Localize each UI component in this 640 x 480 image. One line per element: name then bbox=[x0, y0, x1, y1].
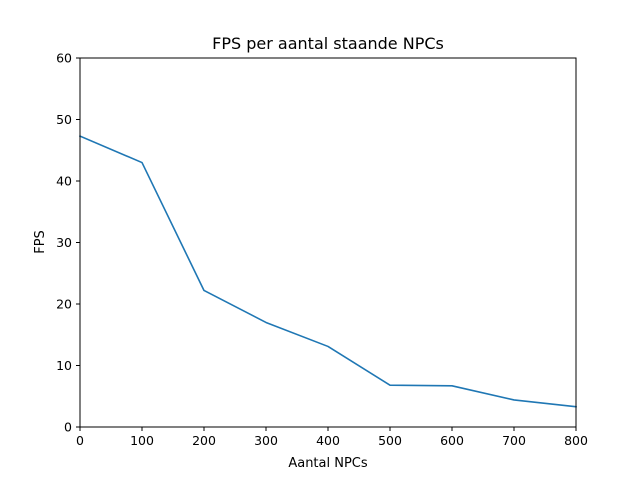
x-tick-label-8: 800 bbox=[564, 433, 588, 448]
y-tick-label-0: 0 bbox=[64, 420, 72, 435]
y-tick-label-4: 40 bbox=[56, 174, 72, 189]
x-tick-label-3: 300 bbox=[254, 433, 278, 448]
y-axis-label: FPS bbox=[33, 230, 48, 254]
y-tick-label-1: 10 bbox=[56, 358, 72, 373]
x-tick-label-2: 200 bbox=[192, 433, 216, 448]
x-tick-label-0: 0 bbox=[76, 433, 84, 448]
x-tick-label-5: 500 bbox=[378, 433, 402, 448]
chart-title: FPS per aantal staande NPCs bbox=[212, 34, 444, 53]
y-tick-label-5: 50 bbox=[56, 112, 72, 127]
x-tick-label-1: 100 bbox=[130, 433, 154, 448]
x-axis-ticks: 0 100 200 300 400 500 600 700 800 bbox=[76, 427, 588, 448]
series-line-0 bbox=[78, 135, 577, 408]
x-axis-label: Aantal NPCs bbox=[288, 456, 368, 471]
x-tick-label-4: 400 bbox=[316, 433, 340, 448]
y-tick-label-6: 60 bbox=[56, 51, 72, 66]
x-tick-label-6: 600 bbox=[440, 433, 464, 448]
y-tick-label-3: 30 bbox=[56, 235, 72, 250]
x-tick-label-7: 700 bbox=[502, 433, 526, 448]
series-layer bbox=[78, 135, 577, 408]
y-tick-label-2: 20 bbox=[56, 297, 72, 312]
y-axis-ticks: 0 10 20 30 40 50 60 bbox=[56, 51, 80, 435]
plot-frame bbox=[79, 57, 577, 428]
